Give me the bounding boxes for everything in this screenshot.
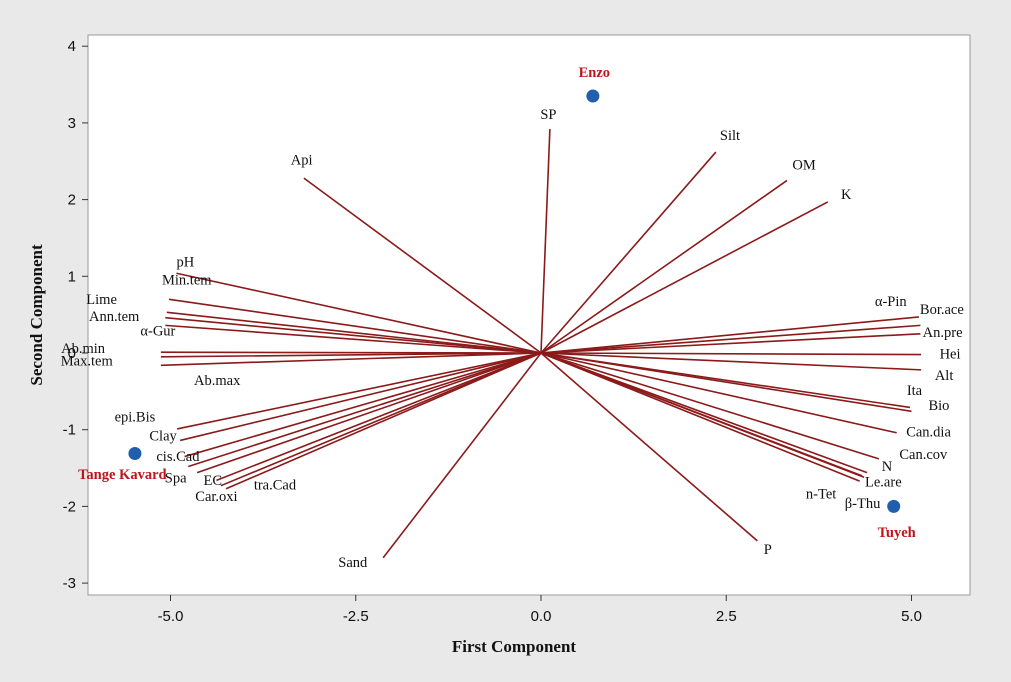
variable-label-n: N	[882, 459, 893, 475]
variable-label-ann-tem: Ann.tem	[89, 309, 140, 325]
variable-label-can-cov: Can.cov	[899, 447, 948, 463]
vector-tra-cad-19	[220, 352, 542, 487]
variable-label-min-tem: Min.tem	[162, 273, 212, 289]
vector-om-2	[540, 179, 788, 354]
variable-label-clay: Clay	[149, 428, 177, 444]
variable-label-ab-min: Ab.min	[61, 341, 106, 357]
variable-label-cis-cad: cis.Cad	[156, 449, 200, 465]
observation-label-enzo: Enzo	[579, 65, 610, 81]
y-axis-title: Second Component	[27, 244, 46, 386]
variable-label-car-oxi: Car.oxi	[195, 489, 237, 505]
plot-area	[87, 34, 971, 596]
vector-cis-cad-16	[188, 352, 542, 468]
variable-label-k: K	[841, 187, 852, 203]
vector-api-4	[303, 177, 542, 354]
vector-p-22	[540, 352, 758, 542]
variable-label-le-are: Le.are	[865, 474, 902, 490]
variable-label-hei: Hei	[940, 346, 961, 362]
vector-clay-14	[179, 352, 542, 442]
variable-label-ita: Ita	[907, 383, 923, 399]
observation-points: Enzo Tange Kavard Tuyeh	[78, 65, 916, 541]
x-axis-title: First Component	[452, 637, 577, 656]
y-tick-label: 0	[68, 345, 76, 362]
vector-spa-17	[196, 352, 542, 474]
variable-label-max-tem: Max.tem	[61, 353, 114, 369]
vector-ab-max-12	[160, 352, 542, 367]
vector-silt-1	[540, 151, 717, 354]
y-tick-label: 4	[68, 38, 76, 55]
vector-pin-23	[540, 316, 919, 354]
variable-label-silt: Silt	[720, 128, 740, 144]
observation-point-enzo	[586, 89, 600, 103]
variable-label-tra-cad: tra.Cad	[254, 478, 297, 494]
vector-thu-34	[540, 352, 863, 477]
variable-label-bio: Bio	[928, 398, 949, 414]
vector-can-dia-30	[540, 352, 897, 434]
y-tick-label: -3	[63, 575, 76, 592]
x-tick-label: -2.5	[343, 608, 369, 625]
x-axis-ticks: -5.0 -2.5 0.0 2.5 5.0	[158, 595, 922, 625]
observation-point-tange-kavard	[128, 446, 142, 460]
vector-can-cov-31	[540, 352, 880, 460]
vector-an-pre-25	[540, 333, 921, 354]
x-tick-label: 5.0	[901, 608, 922, 625]
vector-sand-21	[382, 352, 542, 559]
y-tick-label: -1	[63, 422, 76, 439]
variable-label-an-pre: An.pre	[923, 325, 963, 341]
y-tick-label: 2	[68, 192, 76, 209]
variable-label-om: OM	[792, 158, 815, 174]
x-tick-label: 0.0	[531, 608, 552, 625]
variable-label-lime: Lime	[86, 292, 117, 308]
variable-label-can-dia: Can.dia	[906, 425, 951, 441]
vector-sp-0	[540, 129, 551, 354]
variable-label-gur: α-Gur	[140, 323, 175, 339]
variable-label-p: P	[764, 542, 772, 558]
y-tick-label: -2	[63, 498, 76, 515]
variable-label-bor-ace: Bor.ace	[920, 302, 964, 318]
vector-min-tem-6	[168, 298, 542, 354]
variable-label-ab-max: Ab.max	[194, 373, 241, 389]
variable-label-ph: pH	[176, 254, 194, 270]
variable-label-epi-bis: epi.Bis	[115, 409, 156, 425]
vector-ec-18	[216, 352, 542, 482]
y-axis-ticks: -3 -2 -1 0 1 2 3 4	[63, 38, 88, 592]
observation-point-tuyeh	[887, 499, 901, 513]
variable-label-spa: Spa	[165, 471, 187, 487]
vector-bor-ace-24	[540, 324, 921, 354]
vector-lime-7	[166, 311, 542, 354]
x-tick-label: -5.0	[158, 608, 184, 625]
vector-alt-27	[540, 352, 922, 371]
vector-n-tet-35	[540, 352, 860, 482]
vector-ph-5	[176, 272, 542, 354]
vector-gur-9	[165, 324, 542, 354]
vector-epi-bis-13	[177, 352, 542, 430]
variable-label-sp: SP	[540, 107, 556, 123]
variable-label-api: Api	[291, 152, 313, 168]
vector-ann-tem-8	[165, 316, 542, 354]
loading-vectors	[160, 129, 922, 559]
observation-label-tuyeh: Tuyeh	[878, 525, 916, 541]
variable-label-ec: EC	[203, 473, 222, 489]
x-tick-label: 2.5	[716, 608, 737, 625]
variable-label-alt: Alt	[935, 368, 954, 384]
variable-label-thu: β-Thu	[845, 496, 881, 512]
y-tick-label: 1	[68, 268, 76, 285]
vector-k-3	[540, 201, 829, 354]
variable-label-sand: Sand	[338, 555, 368, 571]
y-tick-label: 3	[68, 115, 76, 132]
vector-hei-26	[540, 352, 922, 356]
variable-label-pin: α-Pin	[875, 294, 908, 310]
observation-label-tange-kavard: Tange Kavard	[78, 467, 167, 483]
vector-cis-cad-15	[184, 352, 542, 458]
vector-car-oxi-20	[225, 352, 542, 490]
vector-max-tem-11	[160, 352, 542, 358]
vector-bio-29	[540, 352, 912, 413]
variable-label-n-tet: n-Tet	[806, 487, 836, 503]
